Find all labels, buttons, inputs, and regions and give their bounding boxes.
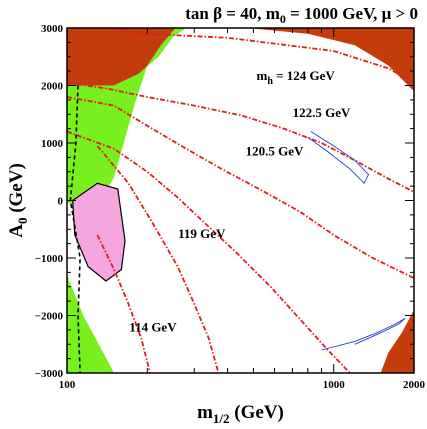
contour-label-1: mh = 124 GeV: [256, 68, 335, 87]
pink-region: [72, 182, 126, 282]
higgs-mass-contour-6: [113, 28, 414, 84]
contour-labels: mh = 124 GeV 122.5 GeV 120.5 GeV 119 GeV 114…: [129, 68, 351, 335]
green-region-upper: [67, 28, 187, 212]
green-region-strip: [67, 275, 114, 373]
y-tick-label: −1000: [35, 253, 64, 265]
blue-contour-1: [307, 131, 370, 185]
x-tick-label: 2000: [403, 379, 426, 391]
y-tick-label: 1000: [41, 138, 64, 150]
higgs-mass-contour-3: [67, 130, 351, 373]
higgs-mass-contour-1: [67, 81, 414, 193]
x-axis-label: m1/2 (GeV): [197, 402, 284, 426]
y-tick-label: −2000: [35, 311, 64, 323]
higgs-mass-contour-5: [96, 234, 151, 373]
blue-contour-2: [321, 318, 406, 351]
contour-label-5: 114 GeV: [129, 320, 177, 335]
excluded-region-bottom-right: [380, 309, 414, 373]
y-tick-label: 0: [58, 196, 64, 208]
contours-layer: [67, 28, 414, 373]
y-axis-label: A0 (GeV): [6, 163, 30, 238]
higgs-mass-contour-4: [96, 145, 220, 373]
contour-label-4: 119 GeV: [178, 226, 226, 241]
tick-marks: [66, 27, 415, 374]
x-tick-label: 1000: [323, 379, 346, 391]
chart-title: tan β = 40, m0 = 1000 GeV, μ > 0: [185, 4, 418, 26]
excluded-region-top-right: [128, 28, 414, 92]
x-tick-label: 100: [59, 379, 76, 391]
y-tick-label: −3000: [35, 368, 64, 380]
dashed-boundary-line: [69, 85, 81, 373]
higgs-mass-contour-2: [67, 96, 414, 279]
regions-layer: [67, 28, 414, 373]
excluded-region-left: [67, 28, 185, 86]
y-tick-label: 3000: [41, 23, 64, 35]
y-tick-label: 2000: [41, 81, 64, 93]
contour-label-3: 120.5 GeV: [246, 144, 304, 159]
contour-label-2: 122.5 GeV: [293, 105, 351, 120]
